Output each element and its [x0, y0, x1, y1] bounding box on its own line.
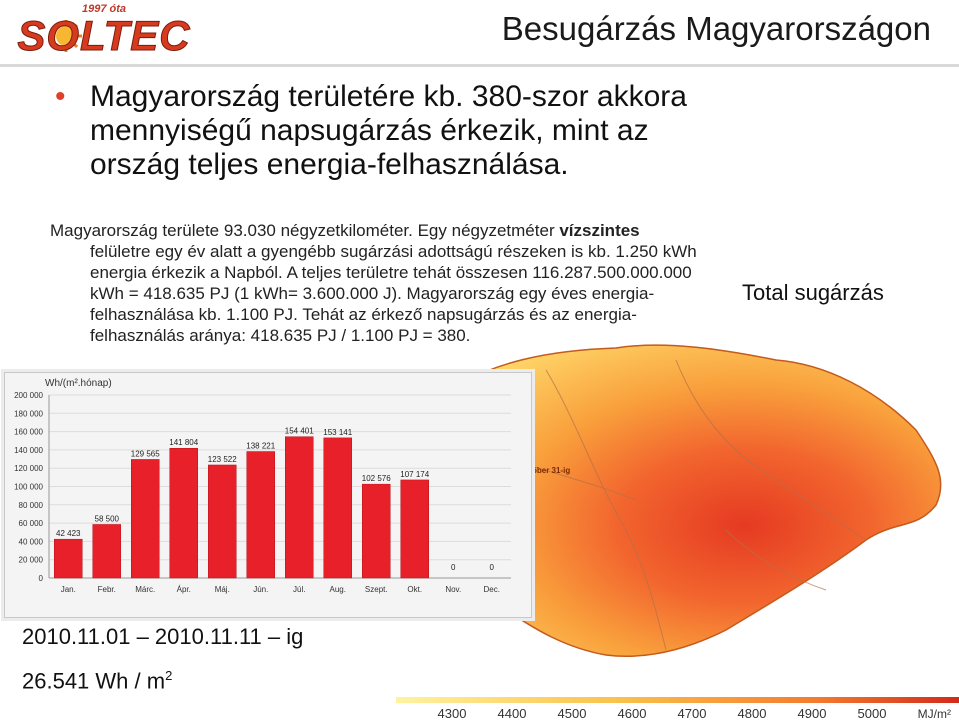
monthly-bar-chart: Wh/(m².hónap) 0 20 000 40 000 60 000 80 000 10… — [4, 372, 532, 618]
bar — [208, 464, 237, 579]
x-tick-label: Szept. — [365, 585, 388, 594]
sun-icon — [50, 20, 82, 52]
period-value-text: 26.541 Wh / m — [22, 668, 166, 694]
data-label: 107 174 — [400, 470, 429, 479]
logo-text: SOLTEC — [17, 12, 190, 59]
x-tick-label: Jan. — [61, 585, 76, 594]
bar — [246, 451, 275, 579]
scale-tick-label: 4500 — [558, 706, 587, 721]
data-label: 102 576 — [362, 474, 391, 483]
detail-part-2: felületre egy év alatt a gyengébb sugárz… — [90, 242, 697, 345]
bar — [285, 436, 314, 579]
y-tick-label: 0 — [39, 574, 44, 583]
y-tick-label: 160 000 — [14, 428, 43, 437]
bar — [323, 437, 352, 579]
x-tick-label: Máj. — [215, 585, 230, 594]
map-month-label: október 31-ig — [520, 466, 571, 475]
scale-tick-label: 4700 — [678, 706, 707, 721]
scale-tick-label: 4800 — [738, 706, 767, 721]
y-tick-label: 140 000 — [14, 446, 43, 455]
y-tick-label: 200 000 — [14, 391, 43, 400]
period-value: 26.541 Wh / m2 — [22, 668, 172, 694]
y-tick-label: 40 000 — [19, 537, 44, 546]
y-axis-label: Wh/(m².hónap) — [45, 378, 112, 389]
data-label: 153 141 — [323, 428, 352, 437]
bar — [362, 483, 391, 579]
data-label: 58 500 — [95, 514, 120, 523]
scale-tick-label: 5000 — [858, 706, 887, 721]
scale-tick-label: 4600 — [618, 706, 647, 721]
scale-tick-label: 4900 — [798, 706, 827, 721]
bar — [131, 459, 160, 579]
scale-unit: MJ/m² — [918, 707, 951, 721]
bullet-icon: • — [55, 80, 66, 113]
x-tick-label: Dec. — [484, 585, 500, 594]
soltec-logo: 1997 óta SOLTEC — [4, 0, 204, 62]
x-tick-label: Aug. — [330, 585, 346, 594]
x-tick-label: Ápr. — [177, 585, 191, 594]
data-label: 141 804 — [169, 438, 198, 447]
x-tick-label: Nov. — [445, 585, 461, 594]
data-label: 42 423 — [56, 529, 81, 538]
detail-part-1: Magyarország területe 93.030 négyzetkilo… — [50, 221, 560, 240]
y-tick-label: 60 000 — [19, 519, 44, 528]
period-value-sup: 2 — [165, 668, 173, 683]
logo-tagline: 1997 óta — [82, 3, 126, 15]
x-tick-label: Jún. — [253, 585, 268, 594]
x-tick-label: Febr. — [98, 585, 116, 594]
data-label: 154 401 — [285, 427, 314, 436]
data-label: 129 565 — [131, 449, 160, 458]
bar — [54, 538, 83, 579]
scale-tick-label: 4300 — [438, 706, 467, 721]
detail-bold: vízszintes — [559, 221, 640, 240]
data-label: 0 — [451, 563, 456, 572]
bar — [400, 479, 429, 579]
y-tick-label: 20 000 — [19, 556, 44, 565]
title-divider — [0, 64, 959, 67]
x-tick-label: Okt. — [407, 585, 422, 594]
detail-paragraph: Magyarország területe 93.030 négyzetkilo… — [50, 220, 725, 346]
y-tick-label: 80 000 — [19, 501, 44, 510]
date-range: 2010.11.01 – 2010.11.11 – ig — [22, 624, 304, 649]
main-bullet: Magyarország területére kb. 380-szor akk… — [90, 80, 687, 181]
bar — [169, 447, 198, 579]
y-tick-label: 120 000 — [14, 464, 43, 473]
x-tick-label: Júl. — [293, 585, 305, 594]
scale-tick-label: 4400 — [498, 706, 527, 721]
scale-bar — [396, 697, 959, 703]
x-tick-label: Márc. — [135, 585, 155, 594]
data-label: 123 522 — [208, 455, 237, 464]
y-tick-label: 100 000 — [14, 483, 43, 492]
bar — [92, 524, 121, 579]
slide-title: Besugárzás Magyarországon — [501, 10, 931, 47]
color-scale: 4300 4400 4500 4600 4700 4800 4900 5000 MJ/m² — [396, 697, 959, 721]
data-label: 138 221 — [246, 442, 275, 451]
data-label: 0 — [490, 563, 495, 572]
map-label: Total sugárzás — [742, 280, 884, 305]
y-tick-label: 180 000 — [14, 409, 43, 418]
